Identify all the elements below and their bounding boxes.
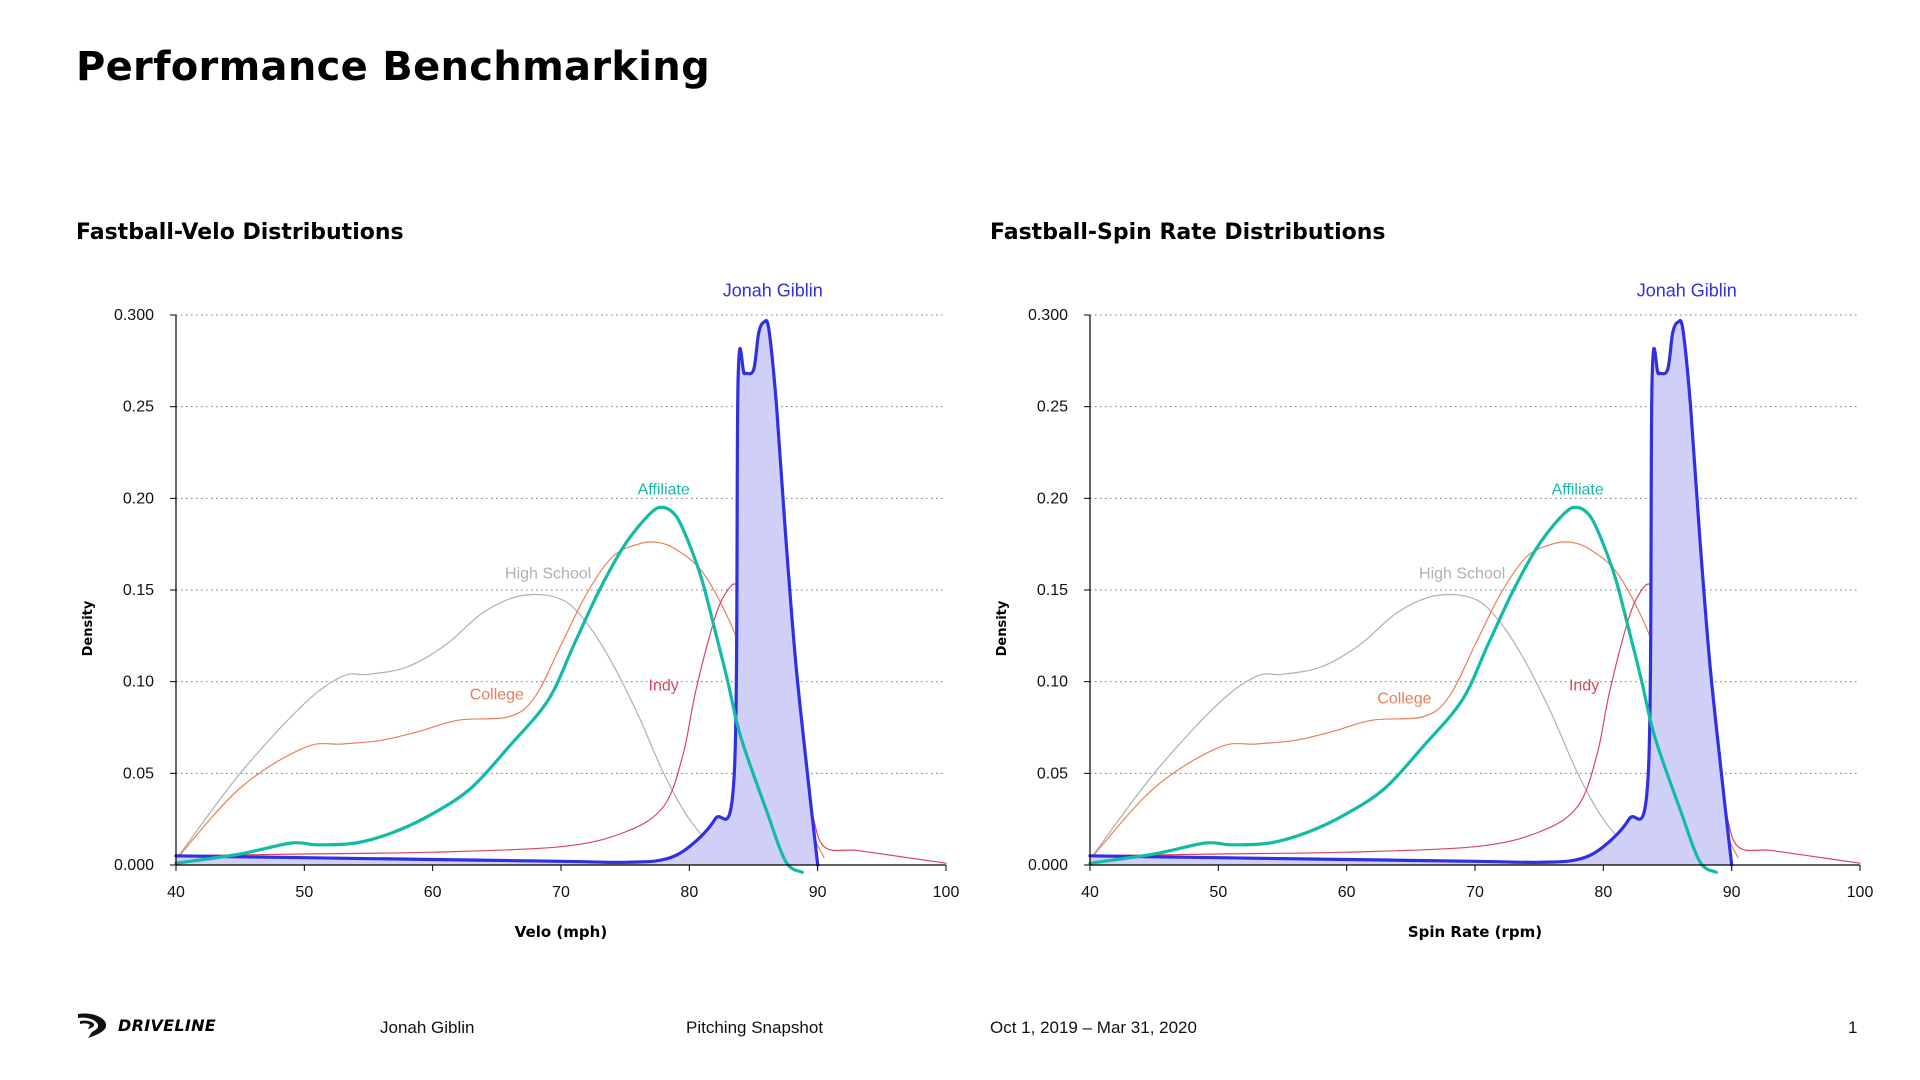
player-density-area xyxy=(1090,320,1732,865)
x-tick-label: 40 xyxy=(1081,884,1099,901)
page-title: Performance Benchmarking xyxy=(76,44,710,90)
footer-date-range: Oct 1, 2019 – Mar 31, 2020 xyxy=(990,1018,1197,1037)
x-axis-label: Spin Rate (rpm) xyxy=(1408,923,1542,941)
y-tick-label: 0.300 xyxy=(114,307,154,324)
logo-text: DRIVELINE xyxy=(118,1015,217,1035)
affiliate-series xyxy=(174,505,804,874)
indy-density-line xyxy=(175,583,947,864)
y-tick-label: 0.10 xyxy=(123,674,154,691)
x-tick-label: 90 xyxy=(809,884,827,901)
x-tick-label: 80 xyxy=(1594,884,1612,901)
footer-report-name: Pitching Snapshot xyxy=(686,1018,824,1037)
indy-series-label: Indy xyxy=(1569,678,1599,695)
x-tick-label: 40 xyxy=(167,884,185,901)
indy-series xyxy=(175,583,947,864)
footer: DRIVELINE Jonah Giblin Pitching Snapshot… xyxy=(0,1010,1920,1050)
spin-rate-distribution-chart: 0.000 0.05 0.10 0.15 0.20 0.25 0.300 40 50 60 70 80… xyxy=(995,280,1874,941)
y-axis-label: Density xyxy=(995,600,1010,656)
spin-chart-title: Fastball-Spin Rate Distributions xyxy=(990,220,1386,245)
x-tick-label: 70 xyxy=(552,884,570,901)
high-school-series-label: High School xyxy=(505,566,591,583)
player-series xyxy=(174,318,820,867)
y-tick-label: 0.20 xyxy=(123,490,154,507)
player-series-label: Jonah Giblin xyxy=(1637,280,1737,300)
y-tick-label: 0.05 xyxy=(123,765,154,782)
x-tick-label: 90 xyxy=(1723,884,1741,901)
y-tick-label: 0.25 xyxy=(123,399,154,416)
y-tick-label: 0.300 xyxy=(1028,307,1068,324)
footer-page-number: 1 xyxy=(1848,1018,1858,1037)
x-axis-label: Velo (mph) xyxy=(515,923,607,941)
y-tick-label: 0.20 xyxy=(1037,490,1068,507)
player-density-area xyxy=(176,320,818,865)
x-tick-label: 50 xyxy=(1209,884,1227,901)
y-tick-label: 0.15 xyxy=(1037,582,1068,599)
footer-player-name: Jonah Giblin xyxy=(380,1018,475,1037)
indy-density-line xyxy=(1089,583,1861,864)
affiliate-series-label: Affiliate xyxy=(1552,481,1604,498)
y-tick-label: 0.000 xyxy=(1028,857,1068,874)
x-tick-label: 60 xyxy=(1338,884,1356,901)
y-tick-label: 0.15 xyxy=(123,582,154,599)
velo-distribution-chart: 0.000 0.05 0.10 0.15 0.20 0.25 0.300 40 50 60 70 80… xyxy=(81,280,960,941)
x-tick-label: 60 xyxy=(424,884,442,901)
x-tick-label: 100 xyxy=(1847,884,1874,901)
player-density-line xyxy=(1088,318,1734,867)
y-tick-label: 0.000 xyxy=(114,857,154,874)
x-tick-label: 70 xyxy=(1466,884,1484,901)
y-tick-label: 0.05 xyxy=(1037,765,1068,782)
x-tick-label: 100 xyxy=(933,884,960,901)
college-series-label: College xyxy=(1377,690,1431,707)
player-density-line xyxy=(174,318,820,867)
driveline-logo: DRIVELINE xyxy=(76,1010,216,1040)
player-series-label: Jonah Giblin xyxy=(723,280,823,300)
y-tick-label: 0.10 xyxy=(1037,674,1068,691)
indy-series xyxy=(1089,583,1861,864)
x-tick-label: 80 xyxy=(680,884,698,901)
indy-series-label: Indy xyxy=(649,678,679,695)
y-tick-label: 0.25 xyxy=(1037,399,1068,416)
affiliate-series xyxy=(1088,505,1718,874)
driveline-logo-icon xyxy=(78,1013,107,1038)
velo-chart-title: Fastball-Velo Distributions xyxy=(76,220,404,245)
high-school-series-label: High School xyxy=(1419,566,1505,583)
affiliate-density-line xyxy=(174,505,804,874)
y-axis-label: Density xyxy=(81,600,96,656)
player-series xyxy=(1088,318,1734,867)
college-series-label: College xyxy=(470,687,524,704)
affiliate-series-label: Affiliate xyxy=(638,481,690,498)
x-tick-label: 50 xyxy=(295,884,313,901)
affiliate-density-line xyxy=(1088,505,1718,874)
